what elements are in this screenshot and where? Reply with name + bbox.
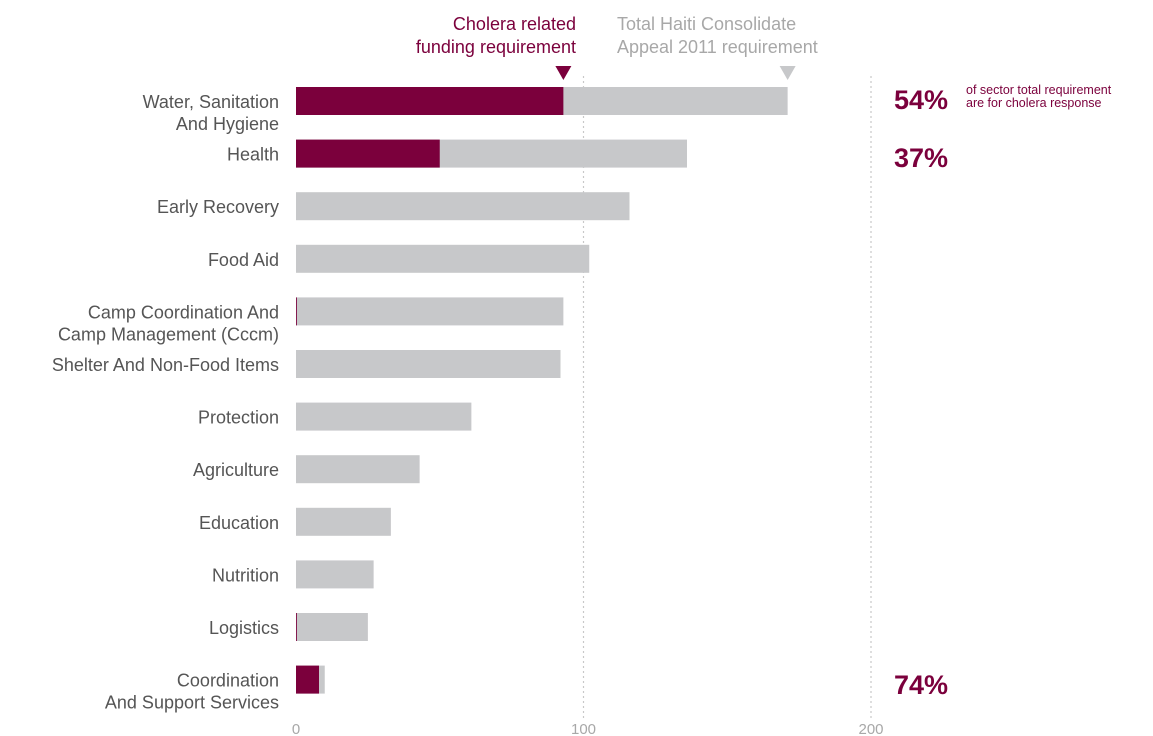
legend-cholera-line-2: funding requirement <box>415 37 576 57</box>
category-label: Early Recovery <box>157 197 279 217</box>
x-tick-label: 200 <box>858 721 883 736</box>
category-label: Camp Management (Cccm) <box>58 324 279 344</box>
legend-total-marker <box>779 66 796 80</box>
category-label: Agriculture <box>193 460 279 480</box>
category-label: And Support Services <box>105 693 279 713</box>
category-label: Health <box>227 145 279 165</box>
category-label: Logistics <box>209 618 279 638</box>
wash-percentage-note: of sector total requirement are for chol… <box>966 84 1111 110</box>
wash-note-line-1: of sector total requirement <box>966 83 1112 97</box>
category-label: Protection <box>198 408 279 428</box>
wash-cholera-percentage: 54% <box>894 85 949 115</box>
category-label: And Hygiene <box>176 114 279 134</box>
category-label: Shelter And Non-Food Items <box>52 355 279 375</box>
bar-total <box>296 455 420 484</box>
legend-total-line-1: Total Haiti Consolidate <box>617 14 797 34</box>
bar-cholera <box>296 87 564 115</box>
legend-total: Total Haiti Consolidate Appeal 2011 requ… <box>617 13 877 59</box>
coordination-cholera-percentage: 74% <box>894 670 949 700</box>
bar-cholera <box>296 665 319 694</box>
category-label: Water, Sanitation <box>143 92 279 112</box>
x-tick-label: 0 <box>292 721 300 736</box>
category-label: Food Aid <box>208 250 279 270</box>
bar-total <box>296 244 590 273</box>
category-label: Nutrition <box>212 565 279 585</box>
bar-total <box>296 297 564 326</box>
bar-cholera <box>296 613 297 641</box>
category-label: Coordination <box>177 671 279 691</box>
legend-cholera: Cholera related funding requirement <box>356 13 576 59</box>
bar-total <box>296 560 374 589</box>
bar-cholera <box>296 139 440 168</box>
legend-cholera-marker <box>555 66 572 80</box>
bar-cholera <box>296 297 297 326</box>
bar-total <box>296 402 472 431</box>
bar-total <box>296 192 630 221</box>
category-label: Camp Coordination And <box>88 302 279 322</box>
x-tick-label: 100 <box>571 721 596 736</box>
category-label: Education <box>199 513 279 533</box>
bar-total <box>296 613 368 641</box>
bar-total <box>296 350 561 378</box>
wash-note-line-2: are for cholera response <box>966 96 1102 110</box>
bar-total <box>296 507 391 536</box>
legend-cholera-line-1: Cholera related <box>452 14 576 34</box>
legend-total-line-2: Appeal 2011 requirement <box>617 37 818 57</box>
health-cholera-percentage: 37% <box>894 143 949 173</box>
